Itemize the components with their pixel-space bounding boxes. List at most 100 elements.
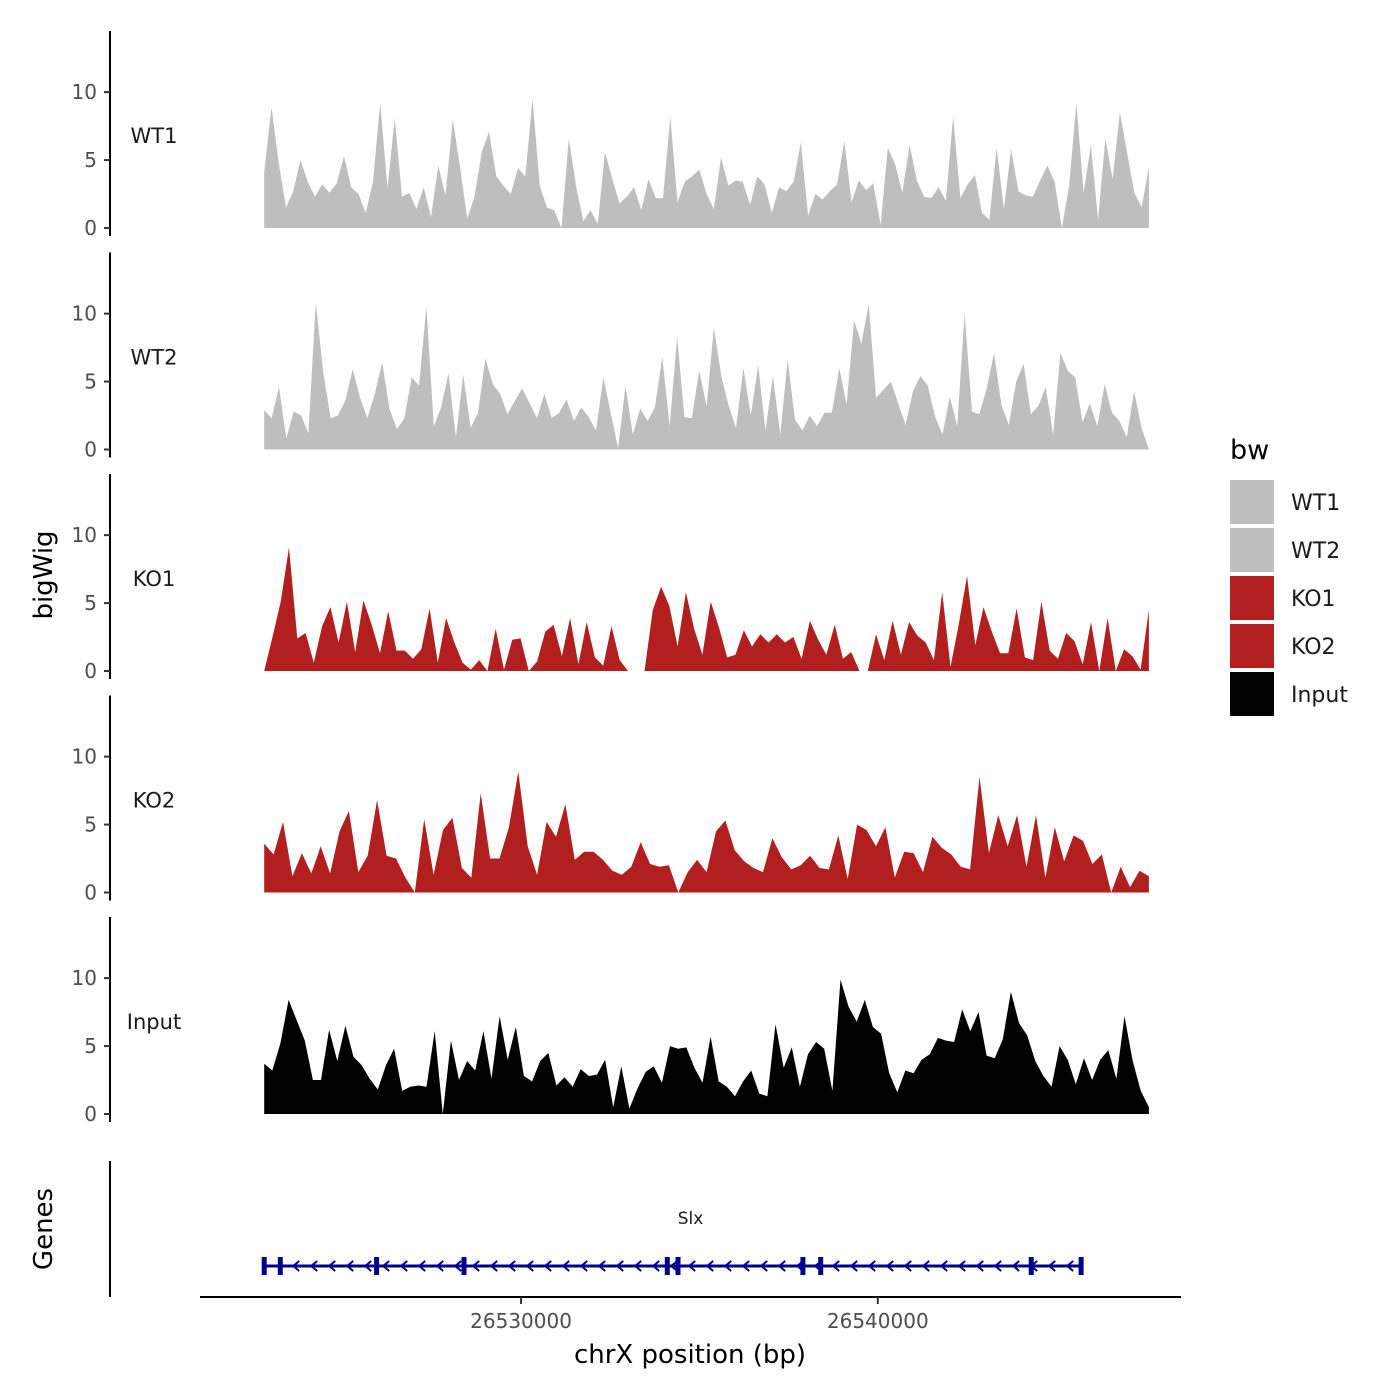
legend-swatch-wt2 [1230, 528, 1274, 572]
strand-arrow-icon [381, 1260, 390, 1272]
track-label: Input [127, 1010, 181, 1034]
signal-area-ko1 [264, 547, 1149, 671]
y-tick-label: 10 [72, 80, 97, 104]
strand-arrow-icon [885, 1260, 894, 1272]
gene-panel: Slx [109, 1161, 1084, 1297]
y-tick-label: 0 [84, 216, 97, 240]
y-tick-label: 10 [72, 745, 97, 769]
strand-arrow-icon [363, 1260, 372, 1272]
exon-mark [277, 1257, 283, 1275]
exon-mark [675, 1257, 681, 1275]
signal-area-wt2 [264, 302, 1149, 450]
strand-arrow-icon [579, 1260, 588, 1272]
exon-mark [1028, 1257, 1034, 1275]
legend-label-ko1: KO1 [1291, 587, 1336, 612]
strand-arrow-icon [705, 1260, 714, 1272]
exon-mark [261, 1257, 267, 1275]
legend: bw WT1 WT2 KO1 KO2 Input [1230, 435, 1348, 716]
exon-mark [374, 1257, 380, 1275]
y-tick-label: 5 [84, 813, 97, 837]
track-label: KO2 [133, 789, 176, 813]
exon-mark [1078, 1257, 1084, 1275]
strand-arrow-icon [507, 1260, 516, 1272]
gene-name-label: Slx [678, 1209, 704, 1229]
strand-arrow-icon [777, 1260, 786, 1272]
track-input: 0 5 10 Input [72, 917, 1149, 1126]
track-wt1: 0 5 10 WT1 [72, 31, 1149, 240]
exon-mark [800, 1257, 806, 1275]
y-tick-label: 10 [72, 523, 97, 547]
strand-arrow-icon [543, 1260, 552, 1272]
track-ko2: 0 5 10 KO2 [72, 695, 1149, 905]
strand-arrow-icon [345, 1260, 354, 1272]
y-tick-label: 0 [84, 659, 97, 683]
track-wt2: 0 5 10 WT2 [72, 252, 1149, 462]
track-ko1: 0 5 10 KO1 [72, 474, 1149, 683]
legend-label-ko2: KO2 [1291, 635, 1336, 660]
strand-arrow-icon [669, 1260, 678, 1272]
genes-axis-title: Genes [29, 1188, 59, 1270]
legend-swatch-ko1 [1230, 576, 1274, 620]
strand-arrow-icon [831, 1260, 840, 1272]
strand-arrow-icon [651, 1260, 660, 1272]
track-label: WT2 [131, 346, 178, 370]
strand-arrow-icon [1047, 1260, 1056, 1272]
strand-arrow-icon [471, 1260, 480, 1272]
strand-arrow-icon [291, 1260, 300, 1272]
strand-arrow-icon [489, 1260, 498, 1272]
y-tick-label: 5 [84, 148, 97, 172]
x-tick-label: 26540000 [827, 1309, 929, 1333]
y-tick-label: 5 [84, 370, 97, 394]
signal-area-wt1 [264, 98, 1149, 229]
x-axis-title: chrX position (bp) [574, 1340, 806, 1370]
exon-mark [461, 1257, 467, 1275]
y-axis-title: bigWig [29, 530, 59, 619]
y-tick-label: 0 [84, 1102, 97, 1126]
exon-mark [664, 1257, 670, 1275]
y-tick-label: 10 [72, 966, 97, 990]
legend-title: bw [1230, 435, 1269, 466]
x-axis: 26530000 26540000 [200, 1296, 1181, 1333]
signal-area-ko2 [264, 771, 1149, 893]
legend-swatch-wt1 [1230, 480, 1274, 524]
y-tick-label: 10 [72, 302, 97, 326]
strand-arrow-icon [741, 1260, 750, 1272]
strand-arrow-icon [903, 1260, 912, 1272]
strand-arrow-icon [993, 1260, 1002, 1272]
strand-arrow-icon [921, 1260, 930, 1272]
track-label: KO1 [133, 567, 176, 591]
strand-arrow-icon [399, 1260, 408, 1272]
y-tick-label: 0 [84, 438, 97, 462]
exon-mark [818, 1257, 824, 1275]
strand-arrow-icon [327, 1260, 336, 1272]
x-tick-label: 26530000 [470, 1309, 572, 1333]
strand-arrow-icon [309, 1260, 318, 1272]
track-label: WT1 [131, 124, 178, 148]
strand-arrow-icon [525, 1260, 534, 1272]
strand-arrow-icon [957, 1260, 966, 1272]
y-tick-label: 5 [84, 591, 97, 615]
strand-arrow-icon [687, 1260, 696, 1272]
strand-arrow-icon [453, 1260, 462, 1272]
strand-arrow-icon [975, 1260, 984, 1272]
legend-swatch-ko2 [1230, 624, 1274, 668]
strand-arrow-icon [867, 1260, 876, 1272]
strand-arrow-icon [759, 1260, 768, 1272]
signal-area-input [264, 979, 1149, 1114]
strand-arrow-icon [597, 1260, 606, 1272]
strand-arrow-icon [561, 1260, 570, 1272]
legend-label-wt2: WT2 [1291, 539, 1340, 564]
strand-arrow-icon [849, 1260, 858, 1272]
legend-label-input: Input [1291, 683, 1348, 708]
strand-arrow-icon [615, 1260, 624, 1272]
strand-arrow-icon [1065, 1260, 1074, 1272]
strand-arrow-icon [1011, 1260, 1020, 1272]
y-tick-label: 0 [84, 881, 97, 905]
legend-label-wt1: WT1 [1291, 491, 1340, 516]
y-tick-label: 5 [84, 1034, 97, 1058]
strand-arrow-icon [939, 1260, 948, 1272]
bigwig-tracks: 0 5 10 WT1 0 5 10 WT2 0 5 10 KO1 0 5 10 KO2 0 5 10 Input [72, 31, 1149, 1126]
strand-arrow-icon [435, 1260, 444, 1272]
legend-swatch-input [1230, 672, 1274, 716]
